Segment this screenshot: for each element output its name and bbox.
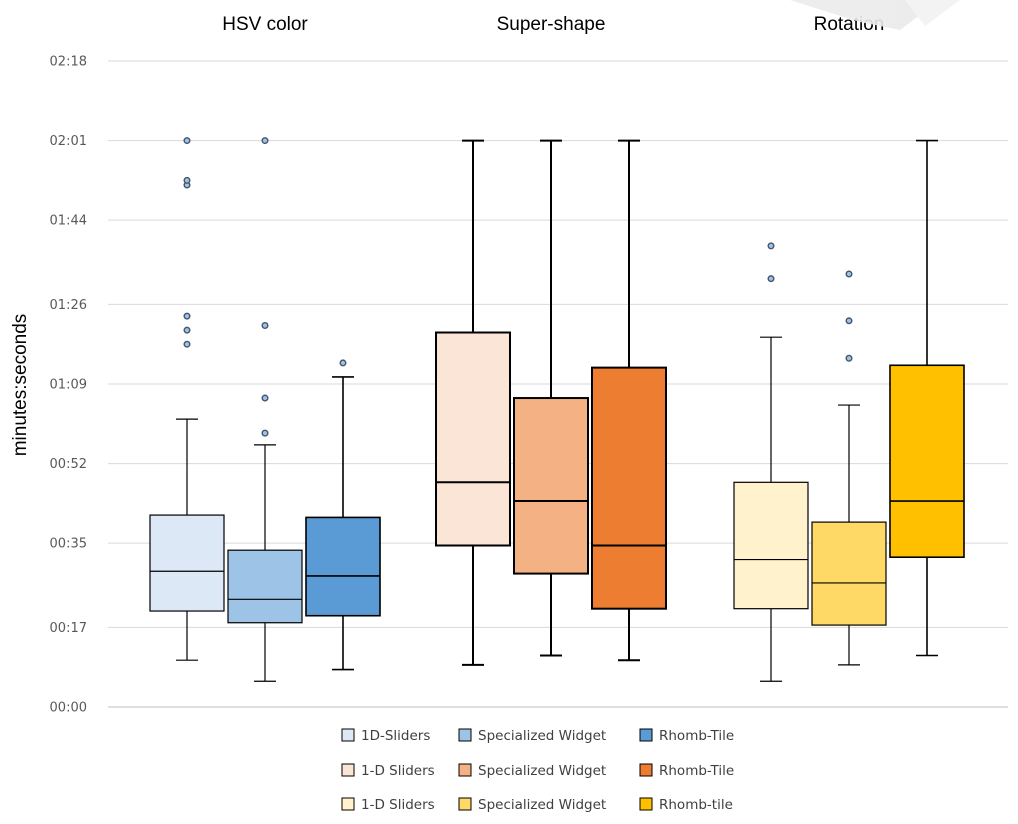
box-plot (227, 137, 303, 682)
outlier-point (845, 317, 853, 325)
outlier-point (183, 326, 191, 334)
box-plot (513, 139, 589, 657)
box-iqr (435, 331, 511, 547)
outlier-point (845, 270, 853, 278)
outlier-point (845, 354, 853, 362)
legend-label: Rhomb-tile (659, 797, 733, 813)
outlier-point (183, 176, 191, 184)
outlier-point (261, 137, 269, 145)
y-tick-label: 00:00 (50, 701, 87, 716)
y-tick-label: 01:09 (50, 378, 87, 393)
box-plot (149, 137, 225, 661)
box-iqr (889, 364, 965, 559)
outlier-point (767, 275, 775, 283)
outlier-point (339, 359, 347, 367)
box-iqr (227, 549, 303, 624)
outlier-point (767, 242, 775, 250)
legend-label: 1D-Sliders (361, 728, 430, 744)
legend-swatch (639, 797, 653, 811)
box-iqr (733, 481, 809, 610)
watermark-shape (790, 0, 960, 30)
y-tick-label: 00:17 (50, 621, 87, 636)
legend-label: 1-D Sliders (361, 763, 435, 779)
y-tick-label: 01:26 (50, 298, 87, 313)
outlier-point (183, 340, 191, 348)
legend-swatch (341, 728, 355, 742)
outlier-point (261, 321, 269, 329)
outlier-point (183, 137, 191, 145)
group-title: HSV color (222, 14, 308, 35)
y-tick-label: 00:52 (50, 457, 87, 472)
box-plot (733, 242, 809, 682)
box-plot (435, 139, 511, 666)
group-title: Super-shape (497, 14, 606, 35)
legend-swatch (341, 763, 355, 777)
y-tick-label: 00:35 (50, 537, 87, 552)
legend-label: Rhomb-Tile (659, 763, 734, 779)
legend-label: 1-D Sliders (361, 797, 435, 813)
box-iqr (591, 366, 667, 610)
legend-swatch (639, 763, 653, 777)
y-tick-label: 02:01 (50, 134, 87, 149)
legend-label: Specialized Widget (478, 763, 606, 779)
outlier-point (261, 429, 269, 437)
box-plot (889, 139, 965, 657)
legend-swatch (341, 797, 355, 811)
box-iqr (513, 397, 589, 575)
box-iqr (305, 516, 381, 617)
legend-swatch (458, 763, 472, 777)
legend-swatch (458, 797, 472, 811)
y-axis-ticks: 00:00 00:17 00:35 00:52 01:09 01:26 01:44 02:01… (50, 55, 87, 716)
outlier-point (183, 312, 191, 320)
group-titles: HSV color Super-shape Rotation (222, 14, 884, 35)
box-iqr (811, 521, 887, 626)
box-plot (811, 270, 887, 666)
legend: 1D-Sliders Specialized Widget Rhomb-Tile 1-… (341, 728, 734, 813)
legend-label: Specialized Widget (478, 728, 606, 744)
legend-swatch (639, 728, 653, 742)
box-plots (149, 137, 965, 682)
legend-label: Rhomb-Tile (659, 728, 734, 744)
legend-swatch (458, 728, 472, 742)
box-plot (591, 139, 667, 662)
y-tick-label: 01:44 (50, 214, 87, 229)
gridlines (108, 60, 1008, 708)
legend-label: Specialized Widget (478, 797, 606, 813)
box-iqr (149, 514, 225, 612)
y-tick-label: 02:18 (50, 55, 87, 70)
box-plot (305, 359, 381, 671)
outlier-point (261, 394, 269, 402)
y-axis-label: minutes:seconds (10, 314, 31, 457)
